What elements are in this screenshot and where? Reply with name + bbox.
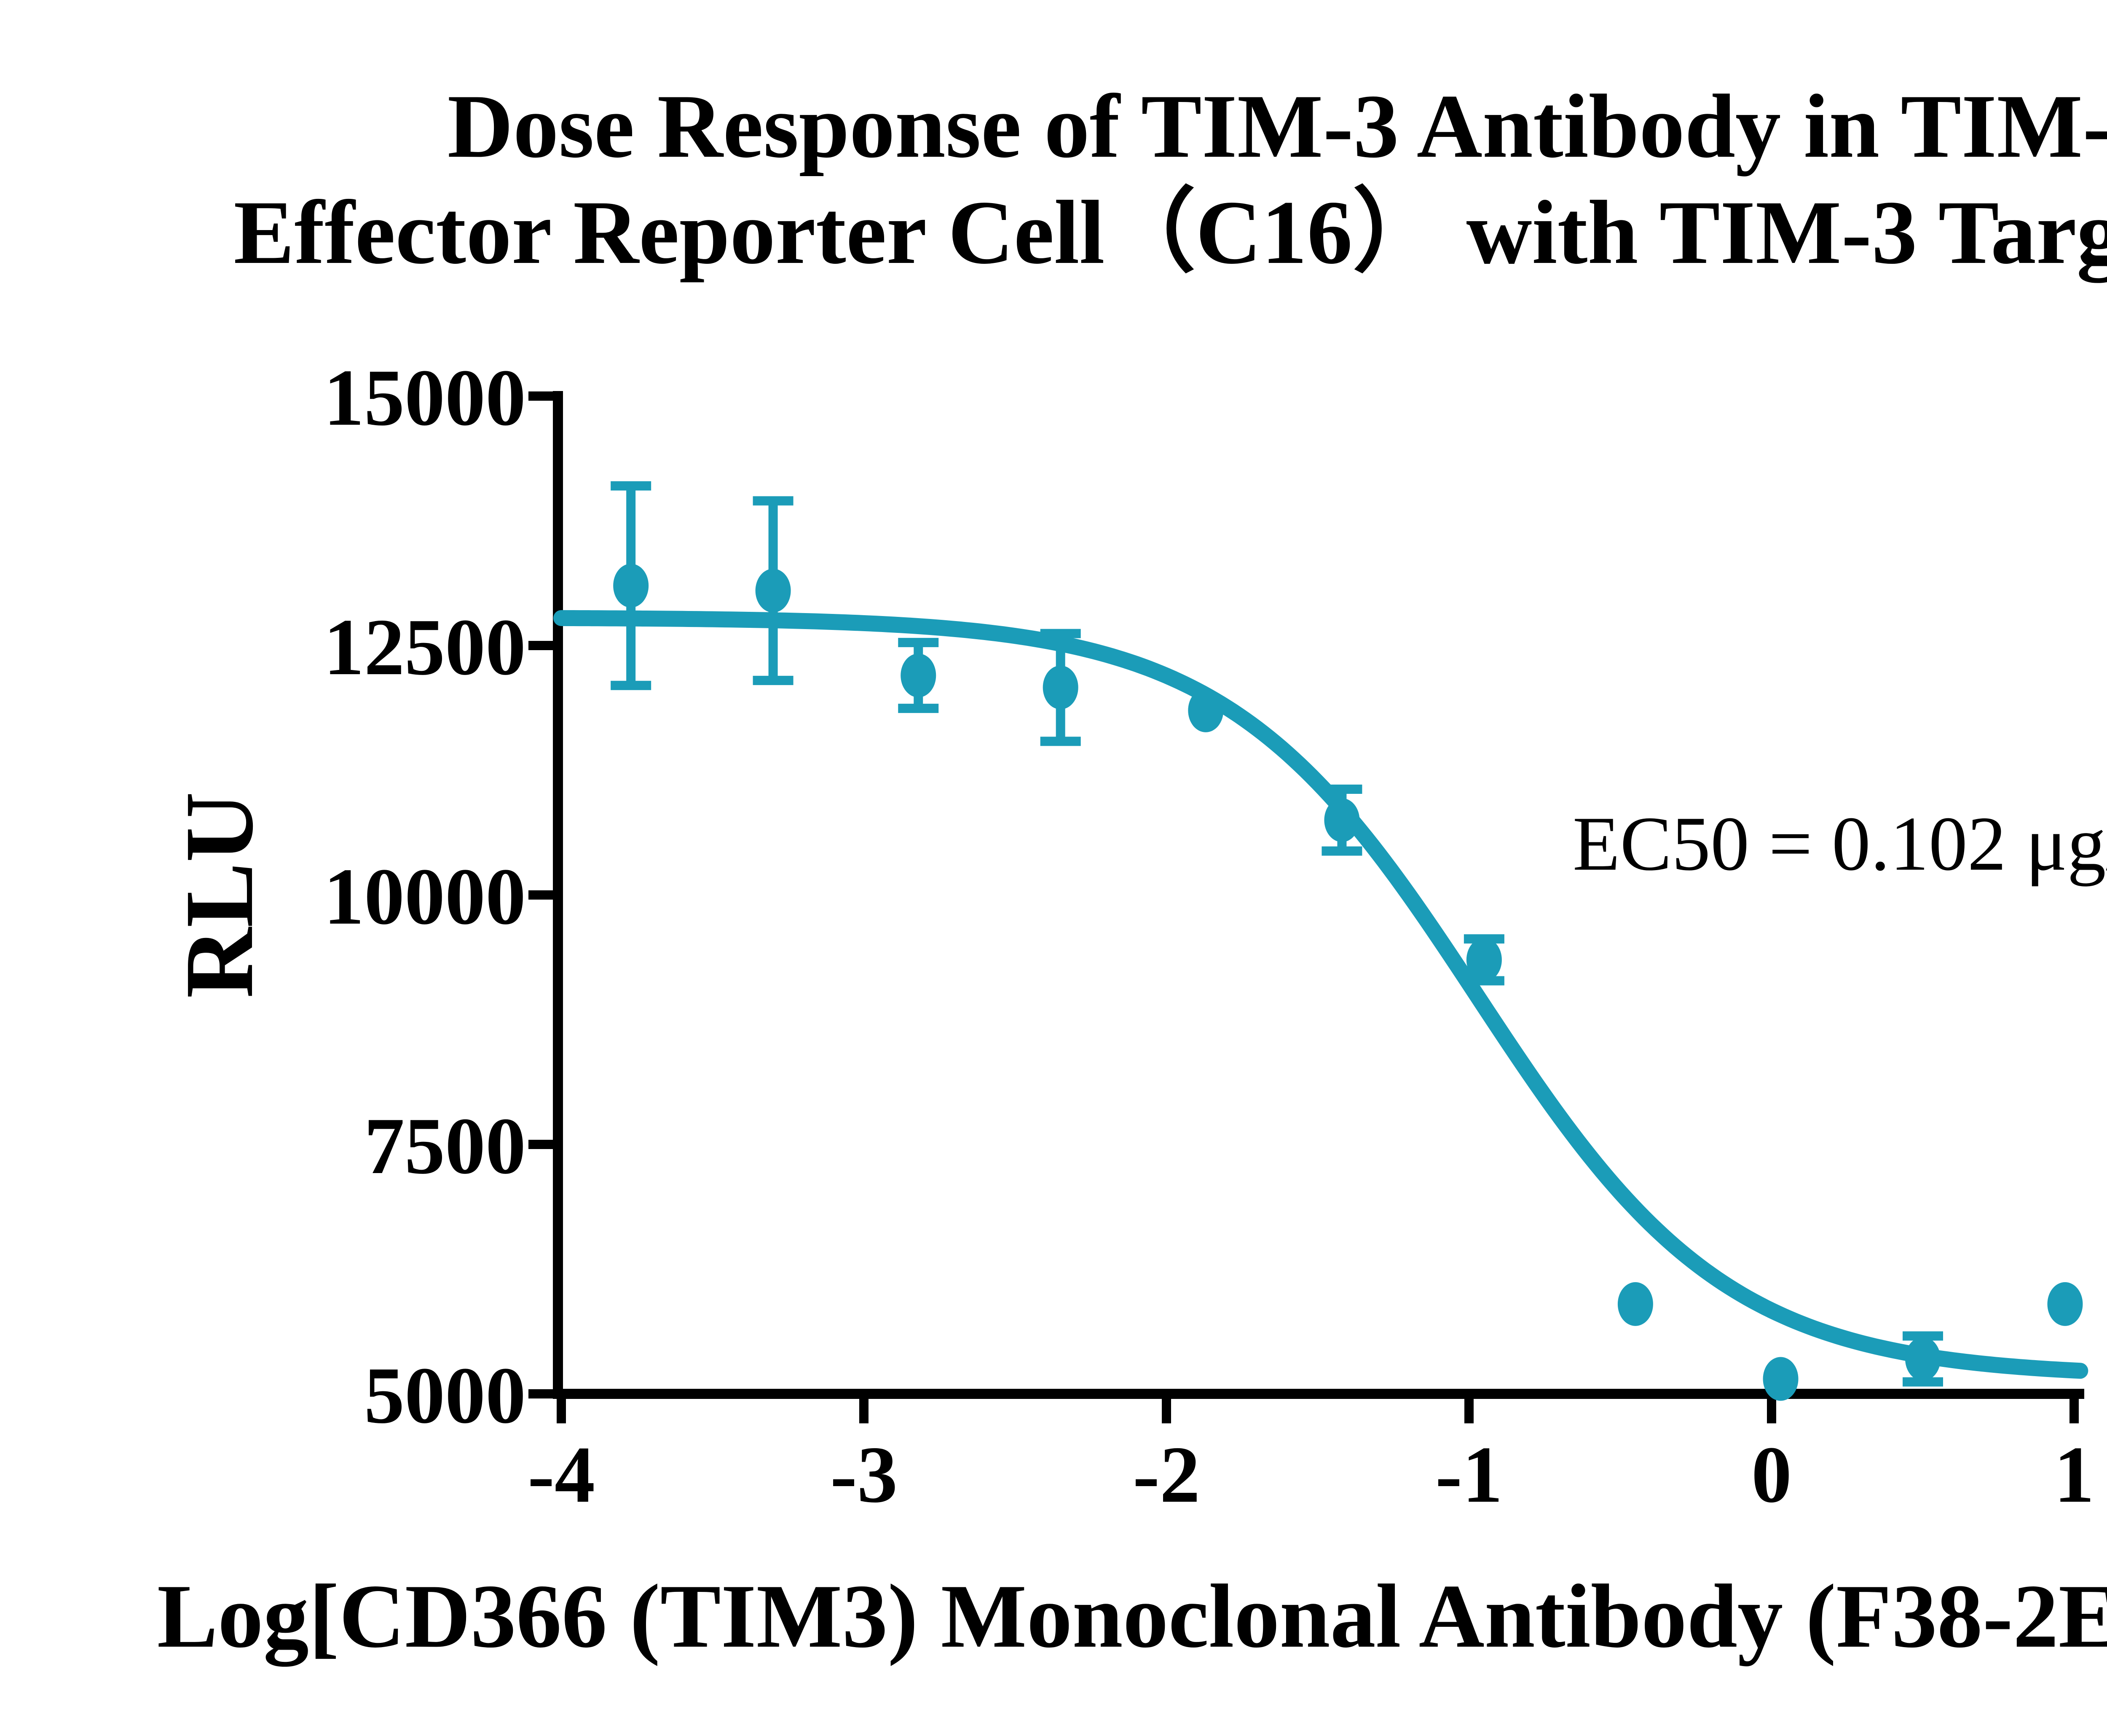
y-tick-label: 15000 xyxy=(324,353,526,442)
data-point xyxy=(901,654,936,698)
data-point xyxy=(613,563,649,608)
y-tick-label: 10000 xyxy=(324,852,526,941)
data-point xyxy=(1466,938,1502,982)
x-tick-label: -4 xyxy=(528,1430,595,1519)
chart-title: Dose Response of TIM-3 Antibody in TIM-3… xyxy=(0,74,2107,287)
data-point xyxy=(1188,688,1224,732)
x-tick-label: 1 xyxy=(2054,1430,2094,1519)
data-point xyxy=(1324,798,1360,842)
chart-title-line1: Dose Response of TIM-3 Antibody in TIM-3 xyxy=(447,76,2107,177)
x-axis-title: Log[CD366 (TIM3) Monoclonal Antibody (F3… xyxy=(157,1566,2107,1667)
x-tick-label: -3 xyxy=(830,1430,898,1519)
data-point xyxy=(1617,1282,1653,1326)
data-point xyxy=(755,568,791,613)
data-point xyxy=(1905,1337,1941,1381)
y-tick-label: 7500 xyxy=(364,1101,526,1191)
data-point xyxy=(1763,1357,1799,1401)
data-point xyxy=(2047,1282,2083,1326)
data-point xyxy=(1043,665,1078,710)
data-points xyxy=(613,563,2083,1401)
ec50-annotation: EC50 = 0.102 μg/ml xyxy=(1573,801,2107,887)
y-tick-label: 5000 xyxy=(364,1350,526,1440)
x-tick-label: -1 xyxy=(1435,1430,1503,1519)
x-tick-label: -2 xyxy=(1133,1430,1200,1519)
fit-curve xyxy=(553,610,2088,1379)
x-tick-label: 0 xyxy=(1751,1430,1792,1519)
axes: 5000 7500 10000 12500 15000 -4 -3 -2 -1 0 1 xyxy=(324,353,2094,1519)
y-tick-label: 12500 xyxy=(324,602,526,692)
chart-title-line2: Effector Reporter Cell（C16） with TIM-3 T… xyxy=(233,182,2107,283)
